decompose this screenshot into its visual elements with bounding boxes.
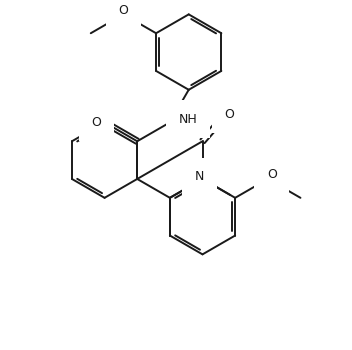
Text: N: N bbox=[195, 170, 204, 183]
Text: O: O bbox=[267, 168, 277, 182]
Text: O: O bbox=[119, 4, 128, 17]
Text: NH: NH bbox=[179, 113, 197, 126]
Text: O: O bbox=[92, 116, 102, 129]
Text: O: O bbox=[224, 107, 234, 120]
